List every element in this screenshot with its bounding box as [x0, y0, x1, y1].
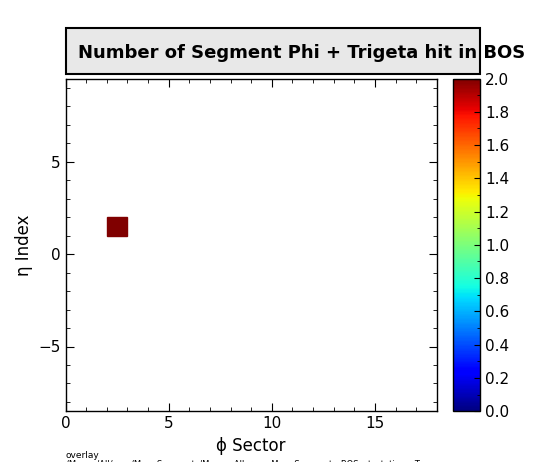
Y-axis label: η Index: η Index: [15, 214, 33, 276]
Text: overlay: overlay: [66, 451, 99, 460]
Text: Number of Segment Phi + Trigeta hit in BOS: Number of Segment Phi + Trigeta hit in B…: [78, 44, 525, 62]
FancyBboxPatch shape: [66, 28, 480, 74]
Text: /Muons/All/reco/MuonSegments/Muons_All_reco_MuonSegments_BOS_etastation_nTr: /Muons/All/reco/MuonSegments/Muons_All_r…: [66, 460, 422, 462]
Bar: [107, 217, 127, 236]
X-axis label: ϕ Sector: ϕ Sector: [216, 437, 286, 455]
